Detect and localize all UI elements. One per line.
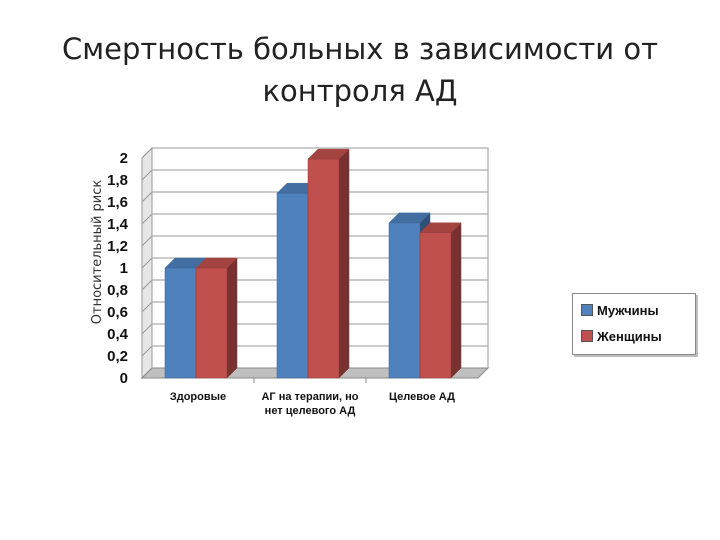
y-tick-label: 0,4 [107,326,129,343]
gridline-side [141,257,153,269]
y-tick-label: 1,8 [107,172,128,189]
bar [307,158,340,379]
y-tick-label: 0,6 [107,304,128,321]
x-tick-label: нет целевого АД [265,405,356,417]
y-tick-label: 1,6 [107,194,128,211]
gridline-side [141,191,153,203]
y-tick-label: 1,4 [107,216,129,233]
bar [164,267,197,379]
y-tick-label: 1 [120,260,128,277]
gridline-side [141,279,153,291]
bar [388,222,421,379]
bar [195,267,228,379]
x-tick-label: АГ на терапии, но [261,391,358,403]
y-tick-label: 1,2 [107,238,128,255]
y-tick-label: 0,8 [107,282,128,299]
bar [276,192,309,379]
gridline-side [141,213,153,225]
y-tick-label: 0 [120,370,128,387]
y-axis-title: Относительный риск [90,180,105,325]
bar-side [338,148,350,379]
bar-side [450,222,462,379]
y-tick-label: 2 [120,150,128,167]
legend-swatch-men [581,304,593,316]
title-line-1: Смертность больных в зависимости от [61,32,658,66]
legend-swatch-women [581,330,593,342]
x-tick-label: Целевое АД [389,391,455,403]
gridline-side [141,169,153,181]
gridline-side [141,147,153,159]
bar [419,232,452,379]
legend-label-women: Женщины [597,328,662,344]
gridline-side [141,345,153,357]
title-line-2: контроля АД [262,74,458,108]
gridline-side [141,235,153,247]
x-tick-label: Здоровые [170,391,226,403]
legend-item-men: Мужчины [581,302,659,318]
chart-legend: Мужчины Женщины [572,293,696,355]
legend-item-women: Женщины [581,328,662,344]
slide-title: Смертность больных в зависимости от конт… [40,28,680,112]
gridline-side [141,301,153,313]
bar-side [226,257,238,379]
y-tick-label: 0,2 [107,348,128,365]
gridline-side [141,323,153,335]
legend-label-men: Мужчины [597,302,659,318]
